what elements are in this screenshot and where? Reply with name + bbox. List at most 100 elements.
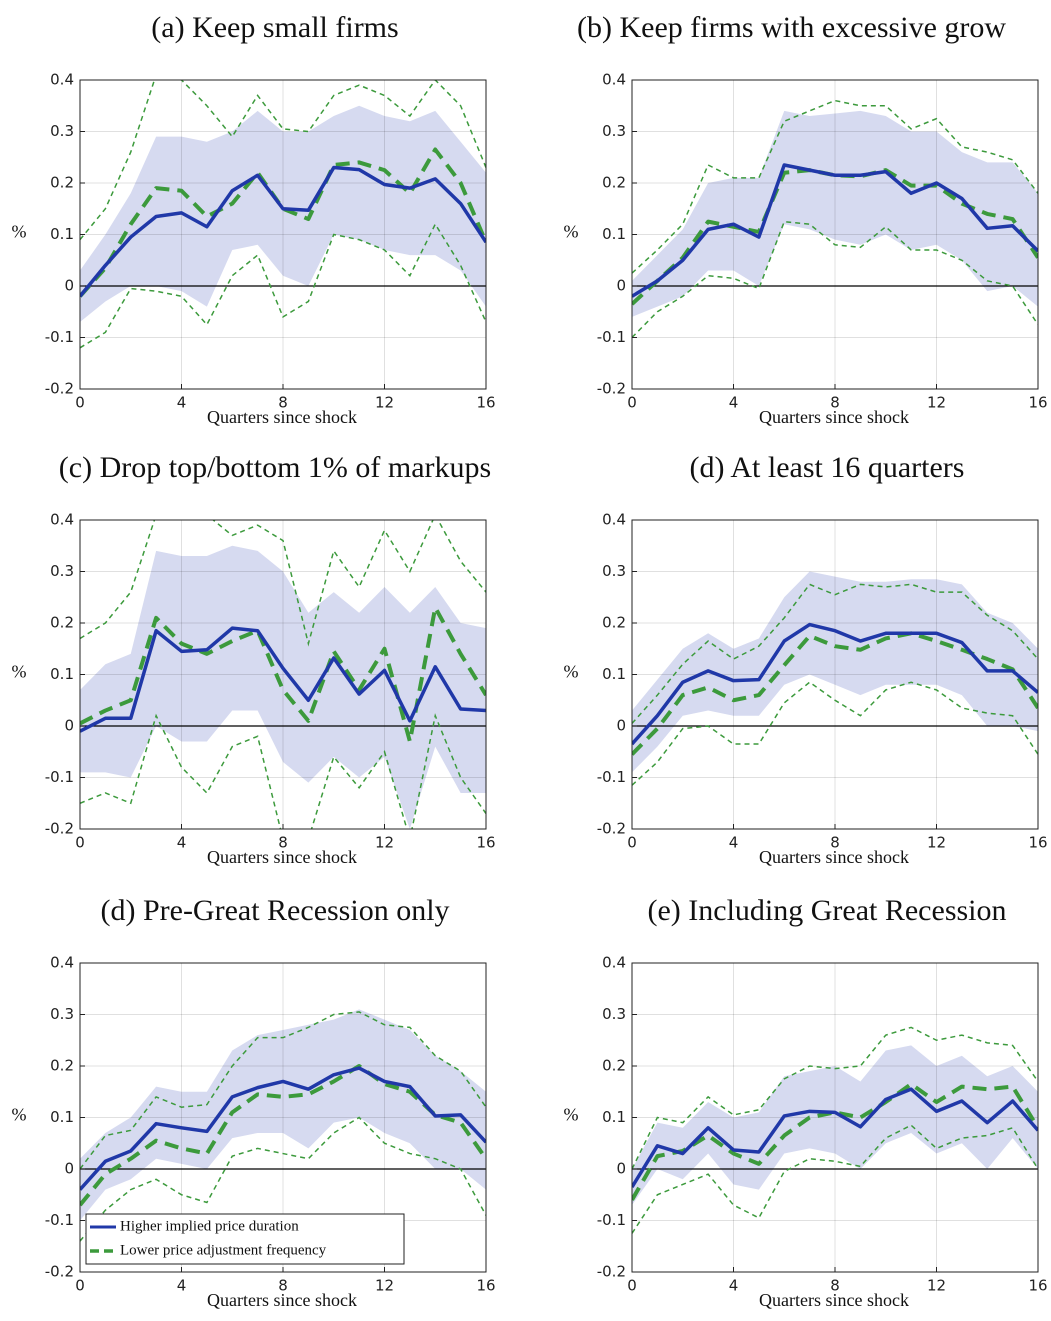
panel-title: (d) At least 16 quarters xyxy=(690,451,965,484)
panel-title: (a) Keep small firms xyxy=(151,11,398,44)
x-tick-label: 8 xyxy=(278,394,288,412)
x-tick-label: 12 xyxy=(927,1277,946,1295)
x-tick-label: 4 xyxy=(177,834,187,852)
confidence-band xyxy=(80,1009,486,1221)
x-tick-label: 8 xyxy=(830,1277,840,1295)
y-tick-label: 0.2 xyxy=(50,1057,74,1075)
y-tick-label: 0.4 xyxy=(50,954,74,972)
y-tick-label: 0.1 xyxy=(602,1108,626,1126)
y-tick-label: -0.2 xyxy=(45,1263,74,1281)
bound-line xyxy=(80,1116,486,1242)
x-tick-label: 12 xyxy=(375,834,394,852)
y-tick-label: 0.3 xyxy=(602,562,626,580)
y-axis-label: % xyxy=(564,1105,579,1125)
bound-line xyxy=(80,1011,486,1170)
confidence-band xyxy=(632,110,1038,317)
y-tick-label: 0.4 xyxy=(602,71,626,89)
y-tick-label: -0.2 xyxy=(45,380,74,398)
y-tick-label: -0.1 xyxy=(597,328,626,346)
x-tick-label: 12 xyxy=(375,1277,394,1295)
y-tick-label: -0.2 xyxy=(597,380,626,398)
x-tick-label: 0 xyxy=(627,394,637,412)
plot-content xyxy=(80,520,486,829)
panel: (e) Including Great Recession 0 4 8 12 16 -0.2… xyxy=(564,894,1048,1310)
y-tick-label: -0.1 xyxy=(45,328,74,346)
series-line xyxy=(632,1087,1038,1188)
y-tick-label: 0.3 xyxy=(602,122,626,140)
plot-content xyxy=(80,80,486,389)
panel: (d) Pre-Great Recession only 0 4 8 12 16 -0.2 -… xyxy=(12,894,496,1310)
x-tick-label: 0 xyxy=(75,834,85,852)
legend-box xyxy=(85,1213,405,1265)
y-tick-label: 0 xyxy=(64,1160,74,1178)
y-tick-label: 0.4 xyxy=(602,954,626,972)
y-tick-label: 0 xyxy=(616,1160,626,1178)
bound-line xyxy=(80,520,486,647)
x-tick-label: 8 xyxy=(830,834,840,852)
x-tick-label: 12 xyxy=(927,834,946,852)
legend-label: Higher implied price duration xyxy=(120,1218,299,1234)
panel: (c) Drop top/bottom 1% of markups 0 4 8 12 16… xyxy=(12,451,496,867)
y-tick-label: -0.2 xyxy=(45,820,74,838)
x-tick-label: 0 xyxy=(75,394,85,412)
y-tick-label: 0.1 xyxy=(50,665,74,683)
panel-title: (e) Including Great Recession xyxy=(647,894,1006,927)
confidence-band xyxy=(632,571,1038,773)
legend-label: Lower price adjustment frequency xyxy=(120,1242,327,1258)
y-tick-label: 0.2 xyxy=(602,614,626,632)
y-tick-label: 0.1 xyxy=(50,1108,74,1126)
bound-line xyxy=(632,583,1038,724)
x-tick-label: 8 xyxy=(830,394,840,412)
x-tick-label: 4 xyxy=(177,394,187,412)
series-line xyxy=(80,147,486,298)
series-line xyxy=(632,622,1038,746)
x-tick-label: 4 xyxy=(177,1277,187,1295)
y-tick-label: 0 xyxy=(616,717,626,735)
confidence-band xyxy=(80,545,486,829)
legend: Higher implied price duration Lower price… xyxy=(85,1213,405,1265)
x-tick-label: 8 xyxy=(278,834,288,852)
y-axis-label: % xyxy=(564,222,579,242)
y-tick-label: -0.1 xyxy=(597,768,626,786)
x-axis-label: Quarters since shock xyxy=(759,1290,909,1310)
y-tick-label: 0.2 xyxy=(50,614,74,632)
series-line xyxy=(80,1064,486,1207)
confidence-band xyxy=(632,1045,1038,1206)
y-tick-label: 0 xyxy=(616,277,626,295)
panel-title: (b) Keep firms with excessive grow xyxy=(577,11,1006,44)
x-tick-label: 16 xyxy=(476,1277,495,1295)
y-tick-label: 0.4 xyxy=(50,511,74,529)
bound-line xyxy=(632,1124,1038,1234)
confidence-band xyxy=(80,105,486,323)
y-tick-label: 0 xyxy=(64,717,74,735)
y-tick-label: 0.3 xyxy=(50,1005,74,1023)
y-axis-label: % xyxy=(12,1105,27,1125)
bound-line xyxy=(632,681,1038,786)
x-tick-label: 16 xyxy=(1028,834,1047,852)
y-tick-label: 0.2 xyxy=(602,174,626,192)
x-tick-label: 4 xyxy=(729,1277,739,1295)
x-axis-label: Quarters since shock xyxy=(207,847,357,867)
y-tick-label: 0.3 xyxy=(50,562,74,580)
bound-line xyxy=(80,80,486,241)
x-tick-label: 0 xyxy=(627,834,637,852)
y-axis-label: % xyxy=(12,662,27,682)
y-tick-label: 0.2 xyxy=(602,1057,626,1075)
x-tick-label: 8 xyxy=(278,1277,288,1295)
bound-line xyxy=(80,222,486,349)
panel-title: (c) Drop top/bottom 1% of markups xyxy=(59,451,491,484)
x-tick-label: 16 xyxy=(476,834,495,852)
y-tick-label: -0.2 xyxy=(597,820,626,838)
x-axis-label: Quarters since shock xyxy=(207,1290,357,1310)
panel: (b) Keep firms with excessive grow 0 4 8 12 1… xyxy=(564,11,1048,427)
series-line xyxy=(80,626,486,733)
panel: (a) Keep small firms 0 4 8 12 16 -0.2 -0.1 0 0.1 0… xyxy=(12,11,496,427)
y-axis-label: % xyxy=(12,222,27,242)
x-tick-label: 16 xyxy=(1028,394,1047,412)
series-line xyxy=(632,1082,1038,1201)
series-line xyxy=(80,1066,486,1191)
y-tick-label: 0.4 xyxy=(50,71,74,89)
x-tick-label: 4 xyxy=(729,394,739,412)
y-tick-label: 0.1 xyxy=(602,225,626,243)
